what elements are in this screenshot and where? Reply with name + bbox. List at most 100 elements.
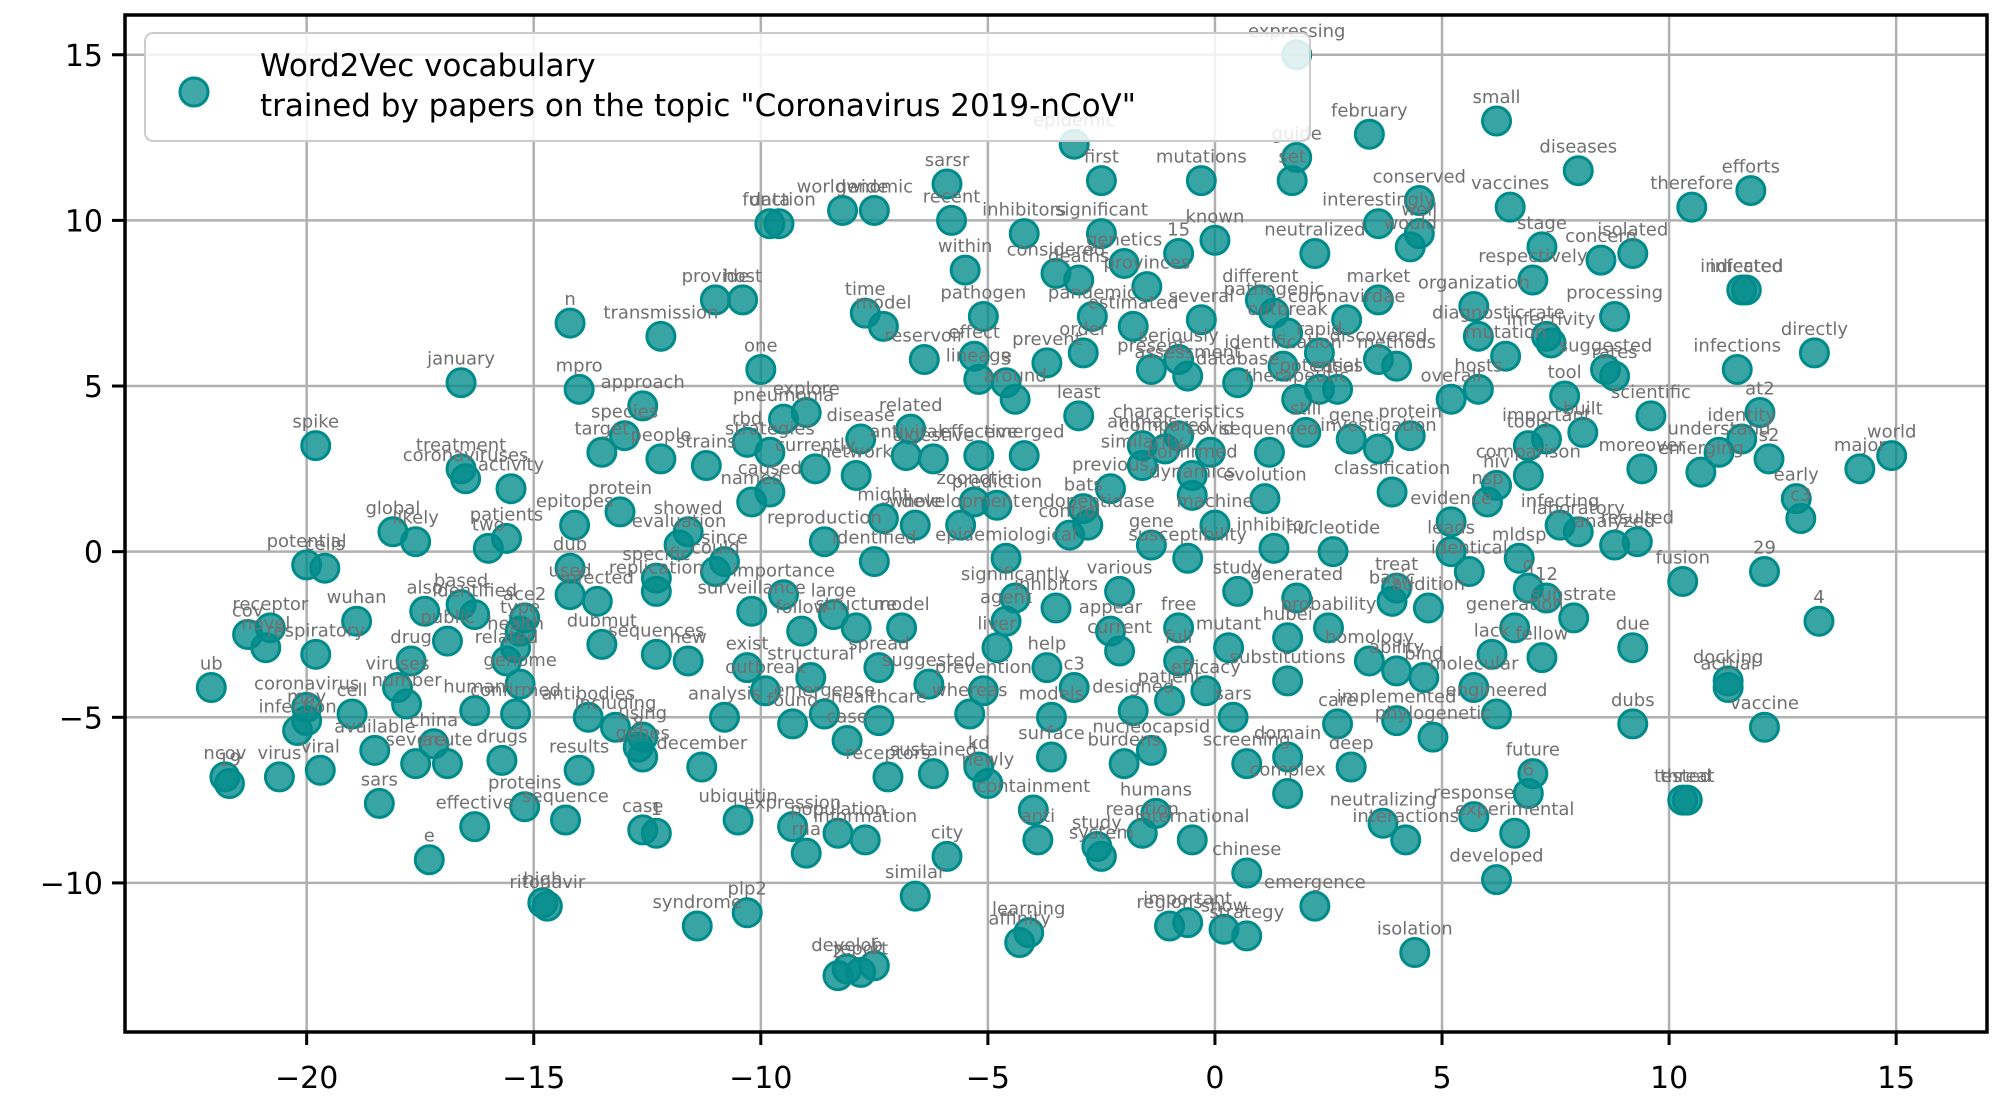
data-point-label: nucleocapsid [1092, 716, 1210, 737]
data-point-label: first [1084, 147, 1119, 168]
data-point-label: set [1278, 147, 1306, 168]
data-point-label: early [1774, 465, 1820, 486]
data-point-label: ace2 [503, 584, 546, 605]
data-point-label: development [901, 491, 1020, 512]
data-point [681, 910, 713, 942]
legend-label-line-2: trained by papers on the topic "Coronavi… [260, 88, 1136, 124]
data-point-label: would [1383, 213, 1437, 234]
data-point [250, 632, 282, 664]
data-point-label: 1 [651, 799, 662, 820]
data-point-label: ub [200, 653, 223, 674]
data-point-label: reservoir [884, 326, 965, 347]
data-point [863, 652, 895, 684]
data-point [645, 320, 677, 352]
data-point [1353, 118, 1385, 150]
data-point-label: present [1117, 335, 1185, 356]
data-point [1712, 671, 1744, 703]
data-point [1258, 532, 1290, 564]
data-point [1585, 244, 1617, 276]
data-point [867, 503, 899, 535]
data-point [1685, 456, 1717, 488]
data-point-label: discovered [1329, 326, 1427, 347]
data-point-label: sars [1215, 683, 1252, 704]
data-point [1558, 602, 1590, 634]
data-point-label: wuhan [327, 587, 387, 608]
data-point [1267, 350, 1299, 382]
data-point-label: potential [267, 531, 347, 552]
data-point-label: free [1161, 594, 1197, 615]
data-point-label: spread [848, 634, 909, 655]
data-point [1126, 450, 1158, 482]
data-point [840, 612, 872, 644]
legend: Word2Vec vocabulary trained by papers on… [144, 32, 1311, 142]
data-point-label: evidence [1410, 488, 1492, 509]
data-point [486, 744, 518, 776]
data-point-label: report [833, 938, 888, 959]
data-point [768, 579, 800, 611]
data-point [840, 459, 872, 491]
data-point-label: neutralized [1264, 220, 1365, 241]
data-point [1462, 373, 1494, 405]
data-point [1217, 701, 1249, 733]
data-point-label: used [548, 561, 591, 582]
data-point [1626, 453, 1658, 485]
data-point-label: organization [1418, 273, 1530, 294]
data-point-label: high [523, 869, 562, 890]
data-point [1054, 519, 1086, 551]
data-point-label: inhibitors [1014, 574, 1098, 595]
data-point-label: moreover [1598, 435, 1685, 456]
data-point [967, 675, 999, 707]
data-point-label: sars [361, 769, 398, 790]
data-point-label: learning [992, 899, 1065, 920]
data-point [1272, 317, 1304, 349]
data-point [413, 844, 445, 876]
data-point-label: 3 [1000, 349, 1011, 370]
data-point-label: effective [940, 422, 1018, 443]
data-point [1117, 695, 1149, 727]
x-tick-label: 10 [1650, 1061, 1688, 1096]
data-point-label: approach [601, 372, 685, 393]
data-point [1785, 503, 1817, 535]
data-point [1676, 191, 1708, 223]
data-point [1367, 807, 1399, 839]
data-point [1335, 423, 1367, 455]
data-point [1481, 864, 1513, 896]
data-point-label: also [407, 577, 443, 598]
data-point-label: estimated [1088, 292, 1179, 313]
data-point-label: available [334, 716, 415, 737]
data-point [291, 705, 323, 737]
x-tick-label: −10 [729, 1061, 792, 1096]
data-point [1222, 367, 1254, 399]
data-point-label: liver [977, 614, 1017, 635]
data-points [195, 39, 1908, 992]
data-point [445, 367, 477, 399]
data-point-label: respiratory [267, 620, 366, 641]
data-point-label: various [1087, 557, 1153, 578]
data-point-label: digestive [892, 425, 974, 446]
data-point-label: genome [483, 650, 557, 671]
data-point-label: bind [1404, 644, 1443, 665]
data-point [1408, 662, 1440, 694]
data-point-label: acute [422, 730, 472, 751]
data-point-label: known [1185, 206, 1244, 227]
data-point-label: therapeutic [1245, 365, 1349, 386]
data-point [799, 453, 831, 485]
data-point-label: conserved [1373, 167, 1466, 188]
data-point [708, 701, 740, 733]
data-point [1530, 582, 1562, 614]
data-point [1135, 734, 1167, 766]
data-point-label: compared [1120, 415, 1210, 436]
data-point [1154, 685, 1186, 717]
data-point-label: 8 [632, 713, 643, 734]
data-point-label: january [426, 349, 495, 370]
data-point-label: similarity [1101, 432, 1184, 453]
data-point-label: 4 [1813, 587, 1824, 608]
data-point-label: different [1222, 266, 1298, 287]
data-point [817, 599, 849, 631]
data-point-label: mutations [1156, 147, 1247, 168]
data-point-label: built [1563, 398, 1603, 419]
data-point-label: outbreak [725, 657, 806, 678]
data-point-label: potential [1279, 355, 1359, 376]
data-point [1671, 784, 1703, 816]
data-point-label: genomic [836, 176, 913, 197]
